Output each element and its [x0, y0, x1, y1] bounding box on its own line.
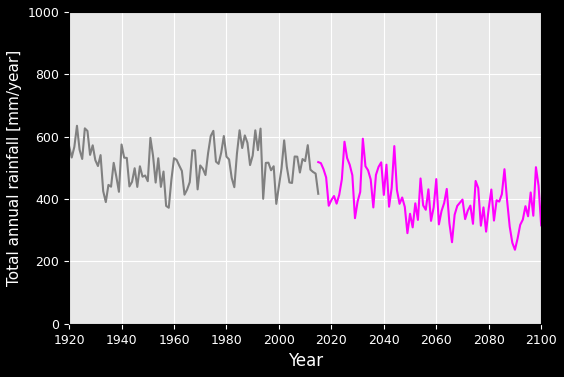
Y-axis label: Total annual rainfall [mm/year]: Total annual rainfall [mm/year] — [7, 50, 22, 286]
X-axis label: Year: Year — [288, 352, 323, 370]
